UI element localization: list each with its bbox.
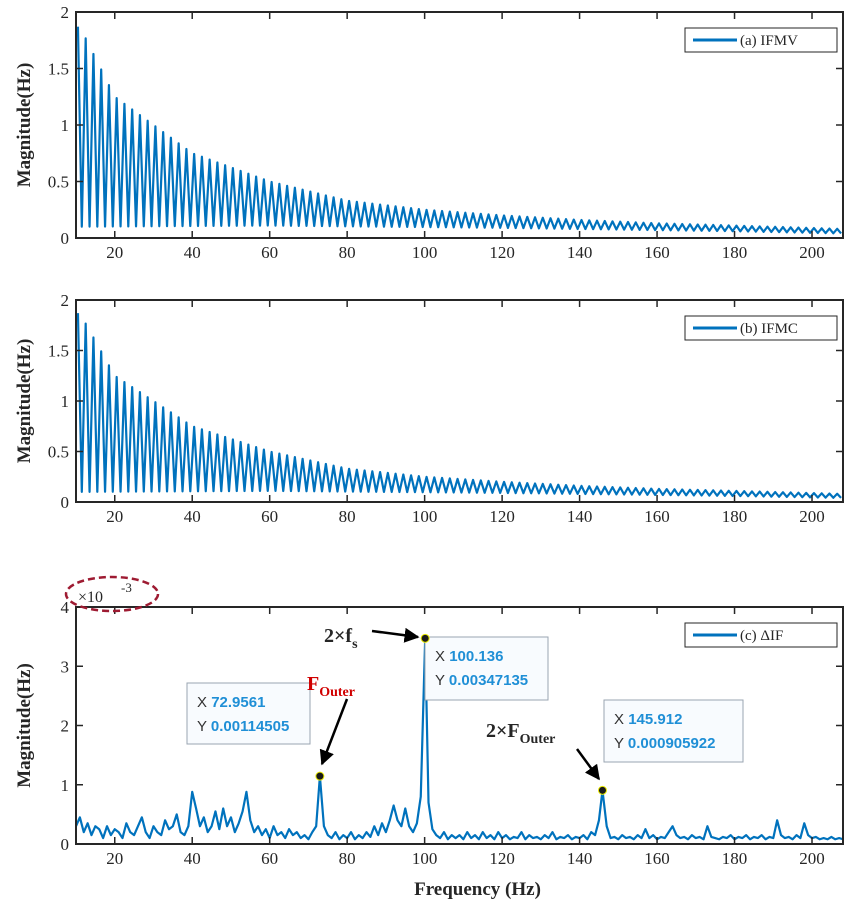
y-tick-label: 0.5 bbox=[48, 173, 69, 192]
datatip: X 100.136 Y 0.00347135 bbox=[420, 633, 549, 701]
datatip-x-row: X 145.912 bbox=[614, 711, 682, 728]
x-tick-label: 200 bbox=[799, 849, 825, 868]
x-tick-label: 160 bbox=[644, 243, 670, 262]
datatip-box bbox=[186, 682, 311, 745]
annotation-fs: 2×fs bbox=[324, 625, 358, 652]
y-axis-label: Magnitude(Hz) bbox=[14, 663, 35, 788]
y-tick-label: 1.5 bbox=[48, 60, 69, 79]
exponent-highlight-ellipse bbox=[64, 575, 160, 613]
datatip-marker bbox=[315, 771, 325, 781]
x-tick-label: 200 bbox=[799, 507, 825, 526]
y-axis-label: Magnitude(Hz) bbox=[14, 339, 35, 464]
x-tick-label: 60 bbox=[261, 243, 278, 262]
x-tick-label: 140 bbox=[567, 507, 593, 526]
x-tick-label: 40 bbox=[184, 849, 201, 868]
datatip-marker bbox=[420, 633, 430, 643]
datatip-box bbox=[603, 699, 744, 763]
x-tick-label: 180 bbox=[722, 849, 748, 868]
datatip: X 72.9561 Y 0.00114505 bbox=[186, 682, 325, 781]
x-tick-label: 180 bbox=[722, 243, 748, 262]
x-tick-label: 20 bbox=[106, 849, 123, 868]
chart-panel-c: 20 40 60 80 100 120 140 160 180 200 0 1 2 3 4 Magnitude… bbox=[14, 575, 844, 900]
chart-panel-a: 20 40 60 80 100 120 140 160 180 200 0 0.5 1 1.5 2 Magni… bbox=[14, 3, 844, 262]
x-tick-label: 160 bbox=[644, 507, 670, 526]
x-tick-label: 80 bbox=[339, 849, 356, 868]
annotation-arrow-fouter2 bbox=[575, 748, 601, 781]
datatip-y-row: Y 0.00114505 bbox=[197, 718, 289, 735]
legend-label: (a) IFMV bbox=[740, 33, 798, 49]
datatip-y-row: Y 0.000905922 bbox=[614, 735, 716, 752]
datatip-marker bbox=[597, 785, 607, 795]
x-tick-label: 20 bbox=[106, 243, 123, 262]
x-tick-label: 100 bbox=[412, 507, 438, 526]
datatip-x-row: X 100.136 bbox=[435, 648, 503, 665]
x-tick-label: 60 bbox=[261, 507, 278, 526]
y-tick-label: 0 bbox=[61, 493, 70, 512]
x-tick-label: 120 bbox=[489, 507, 515, 526]
series-line-b bbox=[76, 313, 842, 499]
y-tick-label: 1 bbox=[61, 776, 70, 795]
chart-panel-b: 20 40 60 80 100 120 140 160 180 200 0 0.5 1 1.5 2 Magni… bbox=[14, 291, 844, 526]
panels: 20 40 60 80 100 120 140 160 180 20000.511.52Magni… bbox=[14, 3, 844, 900]
x-tick-label: 80 bbox=[339, 243, 356, 262]
x-tick-label: 140 bbox=[567, 849, 593, 868]
annotation-arrow-fs bbox=[371, 627, 420, 643]
y-tick-label: 3 bbox=[61, 657, 70, 676]
y-tick-label: 0 bbox=[61, 835, 70, 854]
series-line-a bbox=[76, 26, 842, 235]
legend-label: (c) ΔIF bbox=[740, 628, 783, 644]
x-tick-label: 40 bbox=[184, 507, 201, 526]
x-tick-label: 100 bbox=[412, 849, 438, 868]
x-tick-label: 180 bbox=[722, 507, 748, 526]
y-multiplier-exponent: -3 bbox=[121, 580, 132, 595]
y-tick-label: 2 bbox=[61, 3, 70, 22]
y-axis-label: Magnitude(Hz) bbox=[14, 63, 35, 188]
x-tick-label: 20 bbox=[106, 507, 123, 526]
x-tick-label: 100 bbox=[412, 243, 438, 262]
annotation-fouter2: 2×FOuter bbox=[486, 720, 555, 747]
datatip-x-row: X 72.9561 bbox=[197, 694, 265, 711]
x-tick-label: 120 bbox=[489, 243, 515, 262]
annotation-fouter: FOuter bbox=[307, 673, 355, 700]
annotation-arrow-fouter bbox=[319, 698, 349, 766]
x-tick-label: 200 bbox=[799, 243, 825, 262]
y-tick-label: 1.5 bbox=[48, 342, 69, 361]
y-tick-label: 2 bbox=[61, 717, 70, 736]
y-tick-label: 2 bbox=[61, 291, 70, 310]
x-tick-label: 40 bbox=[184, 243, 201, 262]
x-tick-label: 160 bbox=[644, 849, 670, 868]
y-tick-label: 1 bbox=[61, 392, 70, 411]
x-tick-label: 80 bbox=[339, 507, 356, 526]
datatip-box bbox=[424, 636, 549, 701]
y-multiplier-label: ×10 bbox=[78, 589, 103, 606]
x-tick-label: 60 bbox=[261, 849, 278, 868]
series-line-c bbox=[74, 637, 844, 841]
datatip: X 145.912 Y 0.000905922 bbox=[597, 699, 744, 795]
datatip-y-row: Y 0.00347135 bbox=[435, 672, 528, 689]
x-axis-label: Frequency (Hz) bbox=[414, 879, 541, 900]
y-tick-label: 0.5 bbox=[48, 443, 69, 462]
y-tick-label: 4 bbox=[61, 598, 70, 617]
legend-label: (b) IFMC bbox=[740, 321, 798, 337]
y-tick-label: 0 bbox=[61, 229, 70, 248]
x-tick-label: 120 bbox=[489, 849, 515, 868]
y-tick-label: 1 bbox=[61, 116, 70, 135]
x-tick-label: 140 bbox=[567, 243, 593, 262]
